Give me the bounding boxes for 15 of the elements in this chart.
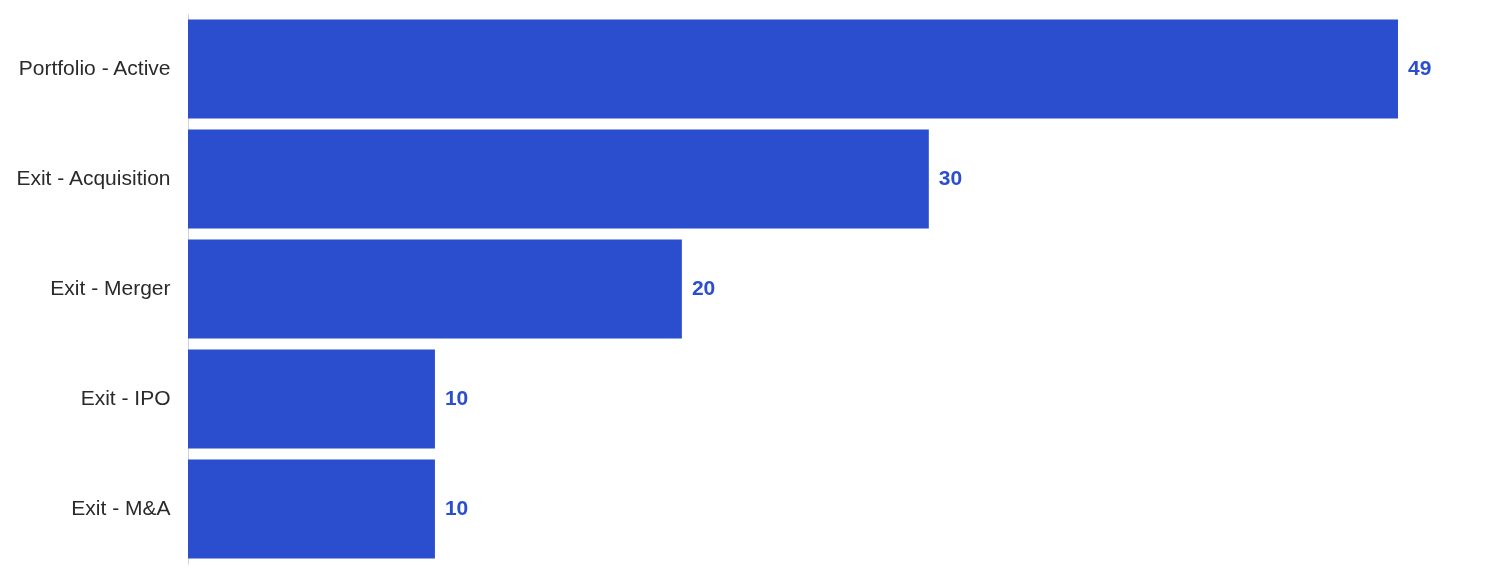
y-tick-label: Exit - IPO: [80, 386, 171, 409]
data-label: 30: [938, 166, 963, 189]
data-label: 49: [1408, 56, 1432, 79]
bar: [188, 19, 1398, 119]
bar: [188, 349, 435, 449]
bar: [188, 239, 682, 339]
y-tick-label: Exit - M&A: [71, 496, 171, 519]
bar: [188, 459, 435, 559]
bar: [188, 129, 929, 229]
data-label: 10: [444, 496, 469, 519]
data-label: 10: [444, 386, 469, 409]
data-label: 20: [691, 276, 716, 299]
y-tick-label: Exit - Acquisition: [16, 166, 171, 189]
y-tick-label: Portfolio - Active: [18, 56, 171, 79]
y-tick-label: Exit - Merger: [50, 276, 171, 299]
